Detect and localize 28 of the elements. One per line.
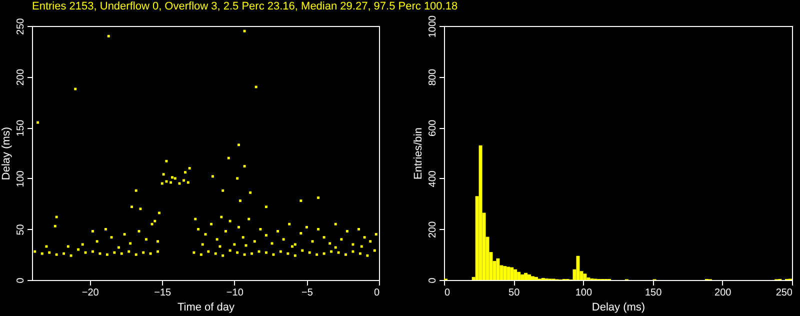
y-axis-title: Entries/bin: [412, 128, 424, 180]
y-tick-label: 1000: [428, 14, 438, 38]
x-tick-label: 0: [444, 288, 450, 298]
chart-title: Entries 2153, Underflow 0, Overflow 3, 2.5 Perc 23.16, Median 29.27, 97.5 Perc 100.18: [32, 0, 458, 13]
x-axis-title: Time of day: [177, 302, 236, 314]
y-tick-label: 0: [428, 277, 438, 284]
y-tick-label: 250: [16, 18, 26, 35]
y-tick-label: 150: [16, 119, 26, 136]
y-tick-label: 100: [16, 170, 26, 188]
x-tick-label: 200: [714, 288, 732, 298]
x-tick-label: 150: [644, 288, 662, 298]
y-tick-label: 200: [428, 220, 438, 238]
x-tick-label: 0: [374, 288, 380, 298]
x-tick-label: 100: [575, 288, 592, 298]
x-tick-label: −10: [226, 288, 244, 298]
x-tick-label: −15: [154, 288, 172, 298]
x-axis-title: Delay (ms): [592, 302, 646, 314]
y-tick-label: 200: [16, 68, 26, 86]
x-tick-label: −5: [302, 288, 314, 298]
y-tick-label: 50: [16, 224, 26, 236]
y-tick-label: 800: [428, 68, 438, 86]
x-tick-label: 50: [508, 288, 520, 298]
y-axis-title: Delay (ms): [0, 126, 12, 180]
y-tick-label: 600: [428, 119, 438, 136]
y-tick-label: 0: [16, 277, 26, 284]
x-tick-label: 250: [776, 288, 793, 298]
x-tick-label: −20: [82, 288, 100, 298]
y-tick-label: 400: [428, 170, 438, 188]
